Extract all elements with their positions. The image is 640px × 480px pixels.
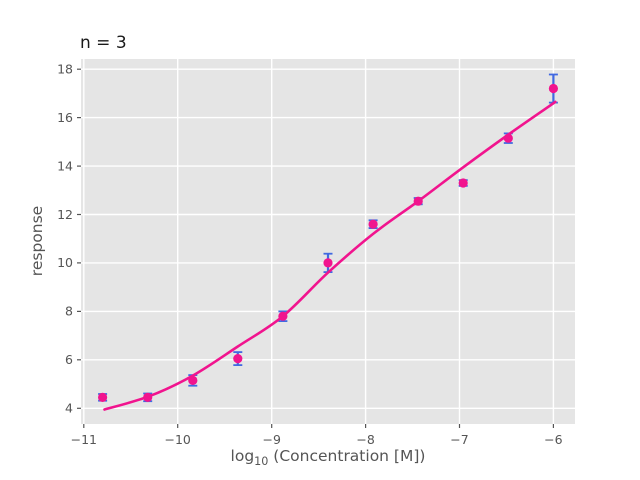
- y-tick-label: 4: [65, 401, 73, 416]
- y-tick-label: 6: [65, 352, 73, 367]
- y-tick-label: 18: [57, 62, 73, 77]
- data-point-marker: [368, 219, 378, 229]
- data-point-marker: [323, 258, 333, 268]
- x-tick-label: −8: [356, 432, 374, 447]
- data-point-marker: [188, 375, 198, 385]
- y-tick-label: 16: [57, 110, 73, 125]
- data-point-marker: [413, 196, 423, 206]
- data-point-marker: [548, 83, 559, 94]
- fit-curve: [103, 100, 557, 411]
- x-axis-label-post: (Concentration [M]): [268, 447, 426, 465]
- chart-title: n = 3: [80, 33, 127, 53]
- y-tick-label: 12: [57, 207, 73, 222]
- x-tick-label: −10: [165, 432, 191, 447]
- x-axis-label: log10 (Concentration [M]): [81, 447, 575, 468]
- x-tick-label: −6: [544, 432, 562, 447]
- y-tick-label: 8: [65, 304, 73, 319]
- y-axis-label: response: [28, 205, 46, 277]
- plot-background: [81, 59, 575, 424]
- data-point-marker: [233, 354, 243, 364]
- data-point-marker: [458, 178, 468, 188]
- data-point-marker: [98, 392, 108, 402]
- x-axis-label-pre: log: [230, 447, 255, 465]
- y-tick-label: 14: [57, 158, 73, 173]
- x-tick-label: −11: [71, 432, 97, 447]
- y-tick-label: 10: [57, 255, 73, 270]
- data-point-marker: [278, 311, 288, 321]
- x-tick-label: −7: [450, 432, 468, 447]
- x-axis-label-sub: 10: [254, 455, 269, 469]
- data-point-marker: [143, 392, 153, 402]
- x-tick-label: −9: [262, 432, 280, 447]
- data-point-marker: [503, 133, 513, 143]
